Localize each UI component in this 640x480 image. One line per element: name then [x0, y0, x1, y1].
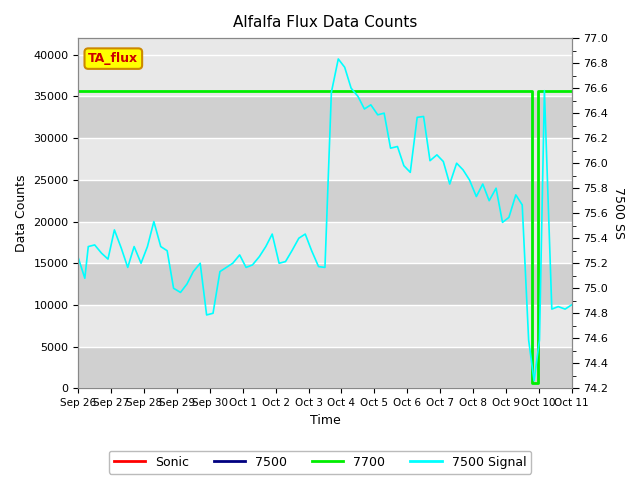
- X-axis label: Time: Time: [310, 414, 340, 427]
- 7500 Signal: [275, 260, 283, 266]
- Line: 7500 Signal: 7500 Signal: [79, 59, 572, 381]
- 7700: [528, 381, 536, 386]
- Legend: Sonic, 7500, 7700, 7500 Signal: Sonic, 7500, 7700, 7500 Signal: [109, 451, 531, 474]
- Y-axis label: Data Counts: Data Counts: [15, 174, 28, 252]
- Bar: [79, 96, 572, 138]
- 7500 Signal: [242, 264, 250, 270]
- Bar: [79, 180, 572, 222]
- 7500 Signal: [75, 255, 83, 261]
- Y-axis label: 7500 SS: 7500 SS: [612, 187, 625, 239]
- Line: 7700: 7700: [79, 91, 572, 384]
- 7500 Signal: [288, 248, 296, 253]
- 7700: [534, 88, 542, 94]
- 7700: [568, 88, 575, 94]
- 7500 Signal: [530, 378, 538, 384]
- 7500 Signal: [335, 56, 342, 62]
- 7700: [528, 88, 536, 94]
- 7500 Signal: [568, 302, 575, 308]
- 7500 Signal: [354, 94, 362, 99]
- Title: Alfalfa Flux Data Counts: Alfalfa Flux Data Counts: [233, 15, 417, 30]
- 7500 Signal: [236, 252, 243, 258]
- 7500 Signal: [170, 286, 177, 291]
- Text: TA_flux: TA_flux: [88, 52, 138, 65]
- Bar: [79, 263, 572, 305]
- 7700: [75, 88, 83, 94]
- 7700: [534, 381, 542, 386]
- Bar: [79, 347, 572, 388]
